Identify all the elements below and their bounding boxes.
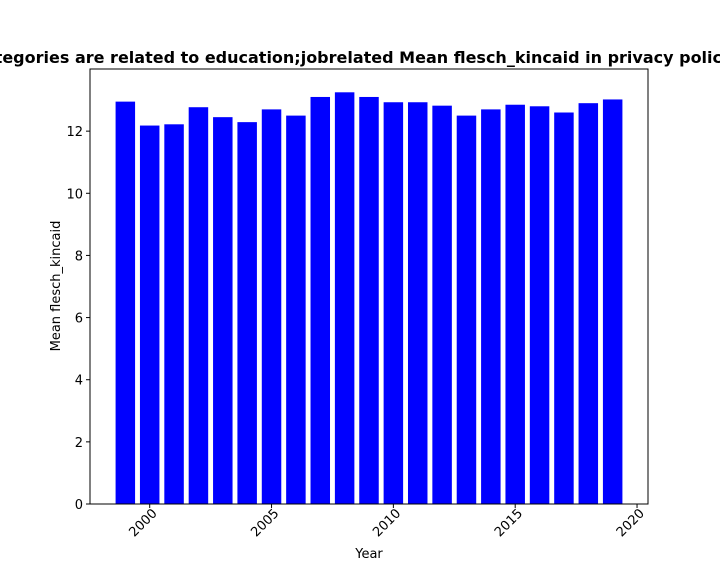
bar-2012	[432, 105, 452, 505]
y-tick-label: 0	[75, 498, 83, 513]
bar-2019	[602, 99, 623, 504]
bar-2016	[529, 106, 550, 505]
bar-2004	[237, 122, 257, 504]
plot-frame	[89, 68, 649, 505]
bar-2002	[188, 107, 209, 504]
y-axis-label: Mean flesch_kincaid	[49, 221, 64, 352]
bar-2011	[407, 102, 428, 504]
y-tick-label: 2	[75, 436, 83, 451]
bar-2008	[334, 92, 355, 504]
bar-2018	[578, 103, 599, 504]
y-tick-label: 6	[75, 312, 83, 327]
bar-2006	[286, 115, 306, 504]
bar-2013	[456, 115, 477, 504]
x-tick-label: 2015	[492, 506, 526, 540]
x-tick-label: 2020	[614, 506, 648, 540]
bar-2009	[359, 96, 379, 504]
bar-2015	[505, 104, 525, 504]
x-tick-label: 2005	[248, 506, 282, 540]
chart-title: Categories are related to education;jobr…	[0, 48, 720, 67]
x-axis: 2000 2005 2010 2015 2020	[127, 504, 648, 540]
bar-2003	[213, 117, 233, 505]
bars-group	[115, 92, 623, 505]
bar-2000	[139, 125, 160, 505]
x-axis-label: Year	[354, 547, 383, 562]
y-tick-label: 8	[75, 249, 83, 264]
bar-2007	[310, 96, 331, 504]
x-tick-label: 2000	[127, 506, 161, 540]
y-tick-label: 10	[66, 187, 83, 202]
y-axis: 0 2 4 6 8 10 12	[66, 125, 90, 513]
x-tick-label: 2010	[370, 506, 404, 540]
bar-2001	[164, 124, 184, 505]
bar-2017	[554, 112, 574, 504]
bar-1999	[115, 101, 136, 504]
bar-2010	[383, 102, 404, 504]
y-tick-label: 12	[66, 125, 83, 140]
bar-2005	[261, 109, 282, 505]
y-tick-label: 4	[75, 374, 83, 389]
bar-2014	[481, 109, 501, 505]
